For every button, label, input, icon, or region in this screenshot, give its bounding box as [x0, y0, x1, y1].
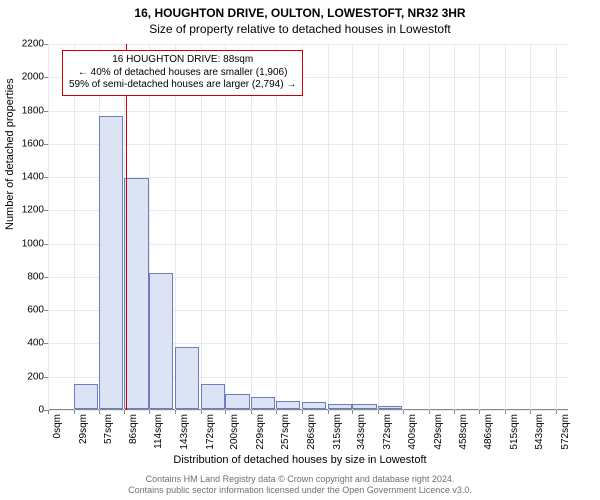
histogram-bar: [149, 273, 173, 409]
grid-line-v: [479, 44, 480, 410]
histogram-bar: [74, 384, 98, 409]
xtick-mark: [352, 410, 353, 414]
histogram-bar: [352, 404, 376, 409]
xtick-mark: [74, 410, 75, 414]
xtick-mark: [201, 410, 202, 414]
ytick-label: 1000: [10, 238, 44, 249]
callout-line3: 59% of semi-detached houses are larger (…: [69, 79, 296, 92]
page-subtitle: Size of property relative to detached ho…: [0, 20, 600, 36]
ytick-label: 1600: [10, 138, 44, 149]
xtick-mark: [403, 410, 404, 414]
xtick-mark: [175, 410, 176, 414]
grid-line-v: [251, 44, 252, 410]
grid-line-v: [378, 44, 379, 410]
attribution-text: Contains HM Land Registry data © Crown c…: [0, 474, 600, 496]
xtick-mark: [225, 410, 226, 414]
ytick-label: 2000: [10, 72, 44, 83]
xtick-mark: [48, 410, 49, 414]
ytick-label: 1400: [10, 172, 44, 183]
histogram-bar: [201, 384, 225, 409]
grid-line-v: [352, 44, 353, 410]
page-title: 16, HOUGHTON DRIVE, OULTON, LOWESTOFT, N…: [0, 0, 600, 20]
chart-area: 0200400600800100012001400160018002000220…: [48, 44, 568, 410]
grid-line-v: [556, 44, 557, 410]
histogram-bar: [175, 347, 199, 409]
grid-line-v: [48, 44, 49, 410]
ytick-label: 1200: [10, 205, 44, 216]
histogram-bar: [328, 404, 352, 409]
xtick-mark: [530, 410, 531, 414]
grid-line-v: [74, 44, 75, 410]
ytick-label: 1800: [10, 105, 44, 116]
xtick-mark: [276, 410, 277, 414]
histogram-bar: [378, 406, 402, 409]
attribution-line1: Contains HM Land Registry data © Crown c…: [146, 474, 455, 484]
histogram-bar: [302, 402, 326, 409]
ytick-label: 200: [10, 371, 44, 382]
grid-line-v: [530, 44, 531, 410]
ytick-label: 400: [10, 338, 44, 349]
xtick-mark: [505, 410, 506, 414]
attribution-line2: Contains public sector information licen…: [128, 485, 472, 495]
xtick-mark: [124, 410, 125, 414]
xtick-mark: [479, 410, 480, 414]
histogram-bar: [251, 397, 275, 409]
grid-line-h: [48, 410, 568, 411]
grid-line-v: [429, 44, 430, 410]
plot-area: 0200400600800100012001400160018002000220…: [48, 44, 568, 410]
xtick-mark: [378, 410, 379, 414]
ytick-label: 600: [10, 305, 44, 316]
xtick-mark: [429, 410, 430, 414]
histogram-bar: [276, 401, 300, 409]
histogram-bar: [225, 394, 249, 409]
ytick-label: 2200: [10, 39, 44, 50]
grid-line-v: [505, 44, 506, 410]
xtick-mark: [328, 410, 329, 414]
grid-line-v: [225, 44, 226, 410]
grid-line-v: [403, 44, 404, 410]
callout-line2: ← 40% of detached houses are smaller (1,…: [69, 67, 296, 80]
xtick-mark: [454, 410, 455, 414]
grid-line-v: [454, 44, 455, 410]
grid-line-v: [201, 44, 202, 410]
grid-line-v: [328, 44, 329, 410]
xtick-mark: [99, 410, 100, 414]
callout-line1: 16 HOUGHTON DRIVE: 88sqm: [69, 54, 296, 67]
ytick-label: 800: [10, 271, 44, 282]
ytick-label: 0: [10, 405, 44, 416]
xtick-mark: [302, 410, 303, 414]
histogram-bar: [99, 116, 123, 409]
callout-box: 16 HOUGHTON DRIVE: 88sqm← 40% of detache…: [62, 50, 303, 96]
marker-line: [126, 44, 127, 410]
xtick-mark: [556, 410, 557, 414]
xtick-mark: [251, 410, 252, 414]
grid-line-v: [276, 44, 277, 410]
histogram-bar: [124, 178, 148, 409]
grid-line-v: [302, 44, 303, 410]
x-axis-label: Distribution of detached houses by size …: [0, 454, 600, 466]
xtick-mark: [149, 410, 150, 414]
